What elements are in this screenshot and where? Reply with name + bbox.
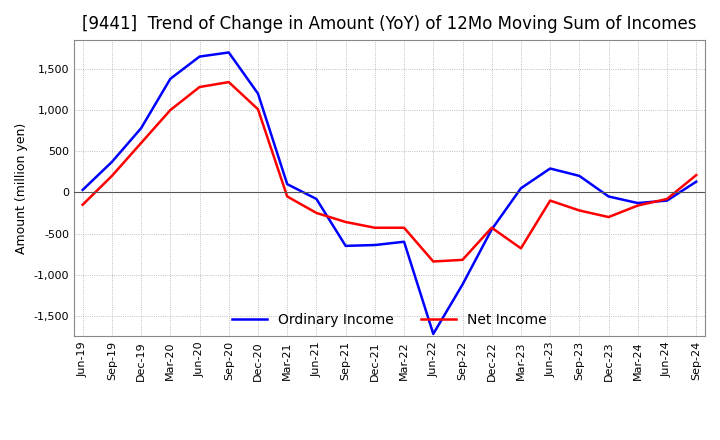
Ordinary Income: [575, 173, 584, 179]
Ordinary Income: [195, 54, 204, 59]
Title: [9441]  Trend of Change in Amount (YoY) of 12Mo Moving Sum of Incomes: [9441] Trend of Change in Amount (YoY) o…: [82, 15, 697, 33]
Ordinary Income: [371, 242, 379, 248]
Net Income: [312, 210, 320, 216]
Ordinary Income: [662, 198, 671, 203]
Net Income: [107, 173, 116, 179]
Ordinary Income: [78, 187, 87, 193]
Net Income: [575, 208, 584, 213]
Ordinary Income: [517, 186, 526, 191]
Net Income: [253, 106, 262, 112]
Net Income: [371, 225, 379, 231]
Ordinary Income: [225, 50, 233, 55]
Ordinary Income: [429, 331, 438, 337]
Ordinary Income: [458, 282, 467, 287]
Net Income: [225, 80, 233, 85]
Net Income: [429, 259, 438, 264]
Ordinary Income: [166, 76, 175, 81]
Line: Ordinary Income: Ordinary Income: [83, 52, 696, 334]
Net Income: [195, 84, 204, 90]
Net Income: [137, 140, 145, 146]
Ordinary Income: [634, 201, 642, 206]
Ordinary Income: [137, 125, 145, 131]
Legend: Ordinary Income, Net Income: Ordinary Income, Net Income: [227, 307, 552, 332]
Ordinary Income: [400, 239, 408, 244]
Net Income: [487, 225, 496, 231]
Ordinary Income: [341, 243, 350, 249]
Net Income: [458, 257, 467, 263]
Ordinary Income: [107, 159, 116, 165]
Net Income: [692, 172, 701, 178]
Net Income: [283, 194, 292, 199]
Net Income: [400, 225, 408, 231]
Net Income: [341, 220, 350, 225]
Line: Net Income: Net Income: [83, 82, 696, 261]
Ordinary Income: [692, 179, 701, 184]
Y-axis label: Amount (million yen): Amount (million yen): [15, 123, 28, 254]
Ordinary Income: [604, 194, 613, 199]
Net Income: [662, 196, 671, 202]
Net Income: [634, 203, 642, 208]
Net Income: [166, 107, 175, 113]
Net Income: [517, 246, 526, 251]
Ordinary Income: [283, 181, 292, 187]
Ordinary Income: [253, 91, 262, 96]
Net Income: [78, 202, 87, 207]
Net Income: [604, 214, 613, 220]
Ordinary Income: [312, 196, 320, 202]
Ordinary Income: [487, 227, 496, 232]
Ordinary Income: [546, 166, 554, 171]
Net Income: [546, 198, 554, 203]
